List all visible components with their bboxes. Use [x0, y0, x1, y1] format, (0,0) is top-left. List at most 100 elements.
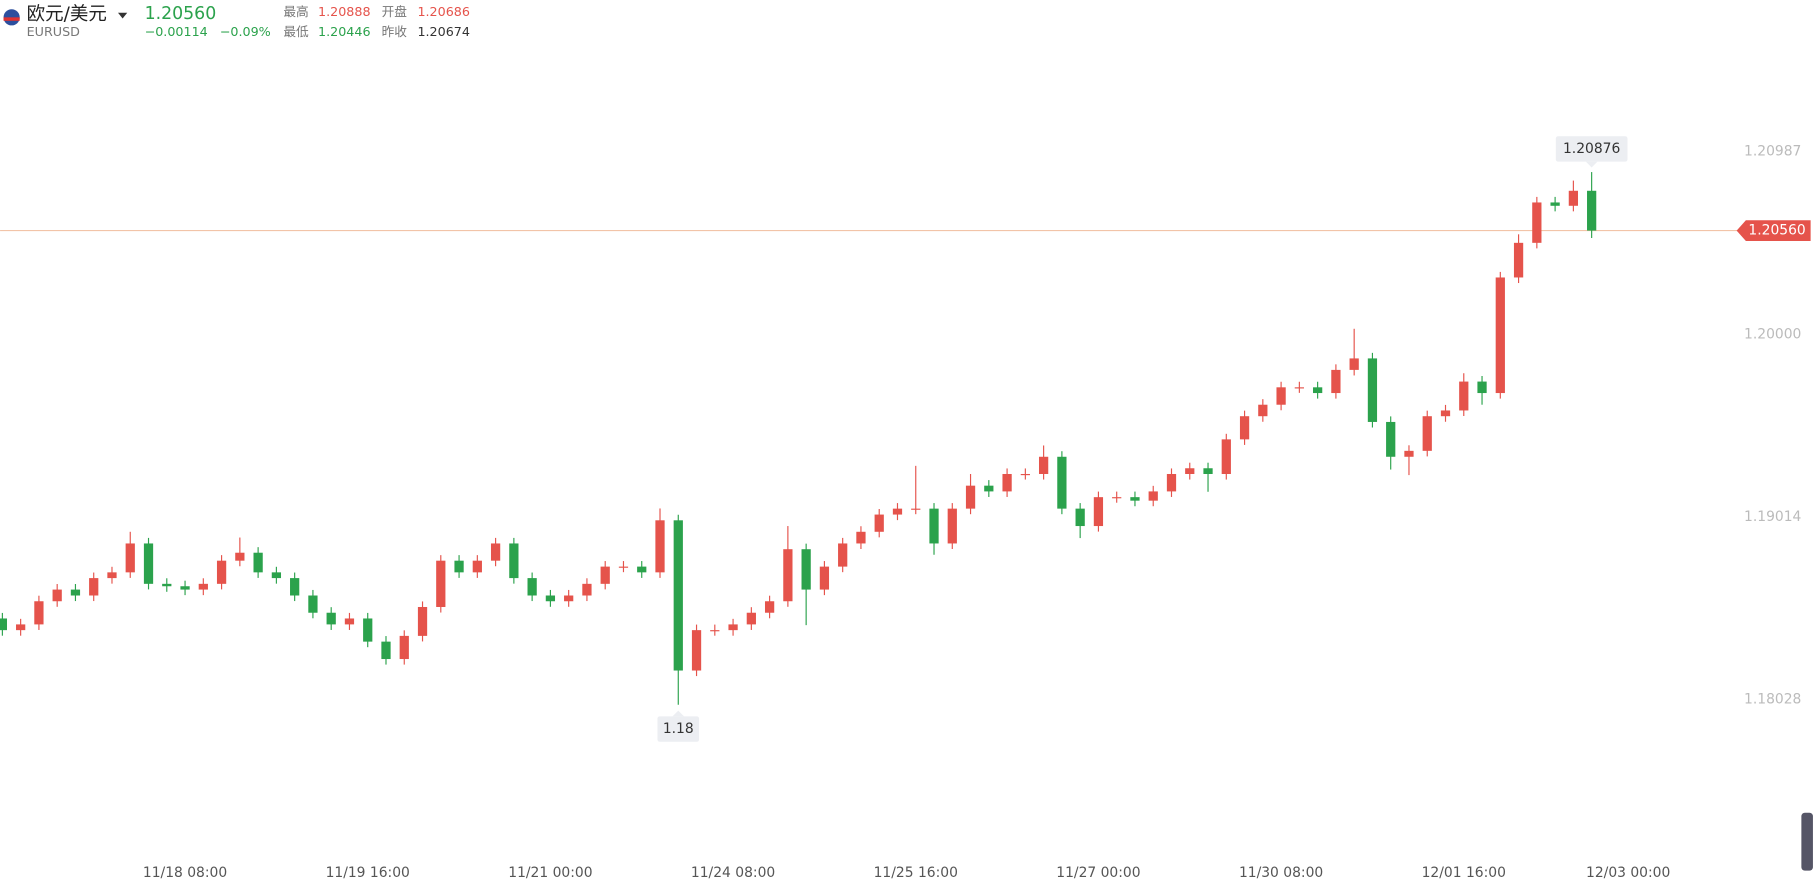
candle-body [162, 583, 172, 587]
candle-body [673, 520, 683, 671]
candle-body [0, 618, 8, 631]
candle-body [490, 543, 501, 561]
candle-body [1221, 439, 1231, 474]
candle-body [1239, 416, 1250, 440]
stat-value: 1.20674 [417, 24, 470, 39]
candle-body [1386, 421, 1396, 457]
candle-body [1112, 497, 1122, 499]
candle-body [436, 560, 446, 607]
candle-body [600, 566, 610, 584]
y-tick-label: 1.18028 [1744, 692, 1801, 708]
last-price-tag [1736, 220, 1811, 242]
y-tick-label: 1.20000 [1744, 326, 1801, 342]
x-tick-label: 11/18 08:00 [143, 865, 227, 881]
candle-body [1459, 381, 1469, 411]
stat-value: 1.20686 [417, 4, 470, 19]
candle-body [1148, 491, 1158, 501]
candle-body [107, 572, 117, 579]
candle-body [1367, 358, 1378, 422]
price: 1.20560 [145, 4, 217, 24]
y-tick-label: 1.19014 [1744, 509, 1801, 525]
x-tick-label: 11/27 00:00 [1056, 865, 1140, 881]
candle-body [1294, 387, 1304, 389]
candle-body [344, 618, 355, 625]
low-callout-pointer [672, 710, 685, 717]
candle-body [216, 560, 227, 584]
candle-body [235, 552, 245, 561]
candle-body [1130, 497, 1140, 501]
candle-body [52, 589, 62, 602]
x-tick-label: 12/03 00:00 [1586, 865, 1670, 881]
candle-body [417, 606, 428, 636]
candle-body [1313, 387, 1323, 394]
candle-body [454, 560, 464, 573]
candle-body [527, 578, 537, 596]
candle-body [874, 514, 884, 532]
candle-body [1568, 190, 1579, 206]
candle-body [783, 549, 793, 602]
stat-value: 1.20446 [318, 24, 371, 39]
candle-body [70, 589, 81, 596]
candle-body [1532, 202, 1542, 243]
candle-body [618, 566, 629, 568]
candle-body [89, 578, 99, 596]
candle-body [746, 612, 756, 625]
low-callout [657, 716, 700, 742]
candle-body [271, 572, 282, 579]
y-tick-label: 1.20987 [1744, 144, 1801, 160]
symbol-code: EURUSD [27, 24, 81, 39]
candle-body [819, 566, 830, 590]
high-label: 1.20876 [1563, 141, 1620, 157]
candle-body [691, 630, 702, 671]
candle-body [1513, 242, 1524, 278]
x-tick-label: 12/01 16:00 [1422, 865, 1506, 881]
scroll-handle[interactable] [1801, 812, 1813, 871]
candle-body [728, 624, 738, 631]
stat-label: 最低 [283, 24, 309, 39]
candle-body [710, 630, 720, 632]
stat-value: 1.20888 [318, 4, 371, 19]
candle-body [892, 508, 903, 515]
candle-body [472, 560, 482, 573]
change: −0.00114 [145, 24, 208, 39]
candle-body [125, 543, 135, 573]
candle-body [838, 543, 848, 567]
candle-body [1258, 404, 1268, 417]
candle-body [564, 595, 574, 602]
candle-body [1440, 410, 1451, 417]
candle-body [1550, 202, 1560, 206]
stat-label: 昨收 [382, 24, 408, 39]
candle-body [1495, 277, 1505, 394]
candle-body [1331, 369, 1341, 394]
candle-body [764, 601, 775, 613]
candle-body [1276, 387, 1286, 405]
candle-body [1587, 190, 1597, 231]
candle-body [290, 578, 300, 596]
candle-body [143, 543, 154, 584]
candle-body [1057, 456, 1067, 509]
candle-body [929, 508, 939, 544]
candle-body [16, 624, 26, 631]
high-callout [1555, 136, 1628, 162]
candle-body [947, 508, 957, 544]
candle-body [545, 595, 556, 602]
candle-body [180, 586, 190, 590]
candle-body [1404, 450, 1414, 457]
candle-body [1002, 473, 1012, 492]
symbol-dropdown[interactable] [117, 12, 128, 19]
candle-body [363, 618, 373, 642]
candle-body [34, 601, 44, 625]
change-pct: −0.09% [220, 24, 271, 39]
candle-body [1349, 358, 1359, 370]
candle-body [582, 583, 592, 596]
candle-body [1422, 416, 1432, 451]
symbol[interactable]: 欧元/美元 [27, 4, 107, 25]
candle-body [326, 612, 336, 625]
candle-body [655, 520, 665, 573]
candle-body [509, 543, 519, 579]
candle-body [1166, 473, 1177, 492]
x-tick-label: 11/21 00:00 [508, 865, 592, 881]
candle-body [399, 635, 409, 660]
flag-stripe [3, 17, 20, 21]
